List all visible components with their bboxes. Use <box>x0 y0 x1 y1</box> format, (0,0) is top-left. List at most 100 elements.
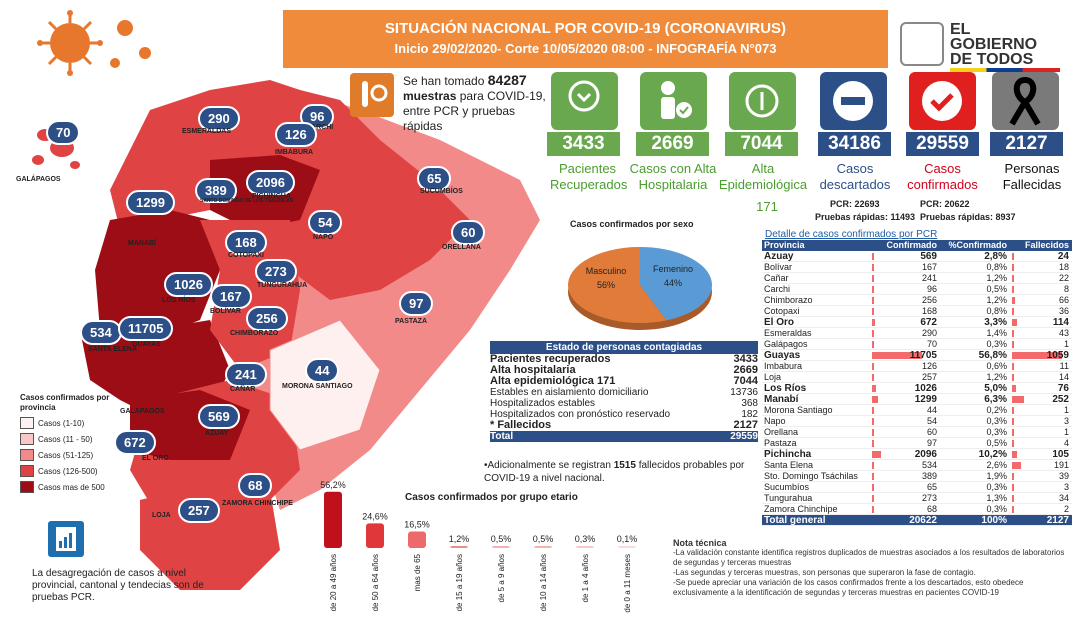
legend-item: Casos (126-500) <box>20 465 140 477</box>
total-pct: 100% <box>981 515 1007 526</box>
province-name: Zamora Chinchipe <box>762 504 870 514</box>
province-confirmado: 65 <box>870 482 940 492</box>
age-bar <box>366 523 384 548</box>
province-label-sucumbios: SUCUMBÍOS <box>420 188 463 195</box>
age-category-label: de 0 a 11 meses <box>623 554 632 613</box>
stat-recuperados-value: 3433 <box>547 132 620 156</box>
age-category-label: de 5 a 9 años <box>497 554 506 602</box>
province-pill-tungurahua: 273 <box>255 259 297 284</box>
province-confirmado-text: 569 <box>920 251 937 262</box>
province-fallecidos: 1 <box>1010 339 1072 349</box>
province-name: Chimborazo <box>762 295 870 305</box>
province-pill-santo-domingo: 389 <box>195 178 237 203</box>
province-fallecidos-text: 1 <box>1063 339 1069 349</box>
province-row: Loja 257 1,2% 14 <box>762 372 1072 383</box>
province-pct-text: 0,8% <box>986 262 1007 272</box>
province-row: Cañar 241 1,2% 22 <box>762 273 1072 284</box>
status-row: Alta hospitalaria 2669 <box>490 365 758 376</box>
province-name-text: Azuay <box>764 251 794 261</box>
probable-deaths-note: •Adicionalmente se registran 1515 fallec… <box>484 459 759 485</box>
province-name-text: Cañar <box>764 273 789 283</box>
pie-slice-masculino <box>568 247 667 323</box>
pie-pct-masculino: 56% <box>597 280 615 290</box>
province-confirmado-text: 11705 <box>909 350 937 361</box>
confirmado-bar <box>872 484 874 491</box>
province-confirmado: 389 <box>870 471 940 481</box>
province-pill-santa-elena: 534 <box>80 320 122 345</box>
province-row: Morona Santiago 44 0,2% 1 <box>762 405 1072 416</box>
province-name: Esmeraldas <box>762 328 870 338</box>
fallecidos-bar <box>1012 506 1014 513</box>
age-category-label: mas de 65 <box>413 553 422 591</box>
province-pct: 3,3% <box>940 317 1010 328</box>
legend-item: Casos (1-10) <box>20 417 140 429</box>
province-name: Sto. Domingo Tsáchilas <box>762 471 870 481</box>
province-name: Manabí <box>762 394 870 404</box>
ecuador-map <box>32 80 540 590</box>
age-bar-value-label: 0,5% <box>491 534 512 544</box>
province-name-text: Sucumbíos <box>764 482 810 492</box>
legend-item-label: Casos mas de 500 <box>38 482 105 492</box>
province-name-text: Morona Santiago <box>764 405 833 415</box>
province-label-guayas: GUAYAS <box>132 341 161 348</box>
province-fallecidos-text: 114 <box>1052 317 1069 328</box>
legend-item-label: Casos (1-10) <box>38 418 85 428</box>
province-name: El Oro <box>762 317 870 327</box>
status-total-label: Total <box>490 431 514 442</box>
sex-pie-chart: Masculino 56% Femenino 44% <box>568 247 712 330</box>
province-name: Pichincha <box>762 449 870 459</box>
confirmado-bar <box>872 253 875 260</box>
province-pct: 56,8% <box>940 350 1010 361</box>
province-name-text: Chimborazo <box>764 295 813 305</box>
east-region <box>280 90 470 300</box>
confirmado-bar <box>872 440 874 447</box>
status-row: * Fallecidos 2127 <box>490 420 758 431</box>
status-row-label: Hospitalizados con pronóstico reservado <box>490 409 671 420</box>
province-row: Sto. Domingo Tsáchilas 389 1,9% 39 <box>762 471 1072 482</box>
fallecidos-bar <box>1012 451 1017 458</box>
province-confirmado: 126 <box>870 361 940 371</box>
province-name: Los Ríos <box>762 383 870 393</box>
province-fallecidos-text: 14 <box>1058 372 1069 382</box>
province-confirmado-text: 672 <box>920 317 937 328</box>
province-pct: 0,3% <box>940 427 1010 437</box>
province-fallecidos: 191 <box>1010 460 1072 470</box>
province-confirmado-text: 70 <box>926 339 937 349</box>
province-fallecidos: 76 <box>1010 383 1072 394</box>
fallecidos-bar <box>1012 275 1014 282</box>
province-fallecidos: 39 <box>1010 471 1072 481</box>
province-fallecidos: 1 <box>1010 427 1072 437</box>
province-name: Santa Elena <box>762 460 870 470</box>
pie-label-masculino: Masculino <box>586 266 627 276</box>
province-row: Pichincha 2096 10,2% 105 <box>762 449 1072 460</box>
province-name-text: Napo <box>764 416 786 426</box>
age-bar-value-label: 0,5% <box>533 534 554 544</box>
province-label-manabi: MANABÍ <box>128 240 156 247</box>
province-fallecidos: 11 <box>1010 361 1072 371</box>
province-fallecidos: 18 <box>1010 262 1072 272</box>
province-total-row: Total general 20622 100% 2127 <box>762 515 1072 526</box>
province-confirmado-text: 96 <box>926 284 937 294</box>
fallecidos-bar <box>1012 385 1016 392</box>
province-pct: 0,3% <box>940 416 1010 426</box>
province-pct: 2,8% <box>940 251 1010 262</box>
age-bar <box>408 531 426 548</box>
stat-descartados-label: Casos descartados <box>819 161 891 192</box>
stat-descartados-value: 34186 <box>818 132 891 156</box>
province-name-text: Santa Elena <box>764 460 814 470</box>
document-chart-icon <box>48 521 84 557</box>
confirmado-bar <box>872 473 874 480</box>
total-label: Total general <box>764 515 826 525</box>
province-confirmado: 257 <box>870 372 940 382</box>
province-pct: 0,5% <box>940 438 1010 448</box>
province-confirmado: 1026 <box>870 383 940 394</box>
loja-zamora-region <box>140 480 280 590</box>
minus-circle-icon <box>820 72 887 130</box>
province-pct: 0,2% <box>940 405 1010 415</box>
province-confirmado: 569 <box>870 251 940 262</box>
province-row: Guayas 11705 56,8% 1059 <box>762 350 1072 361</box>
status-row-value: 2127 <box>733 419 758 431</box>
gov-logo-line2: GOBIERNO <box>950 36 1038 53</box>
technical-note-title: Nota técnica <box>673 538 727 548</box>
province-fallecidos: 36 <box>1010 306 1072 316</box>
